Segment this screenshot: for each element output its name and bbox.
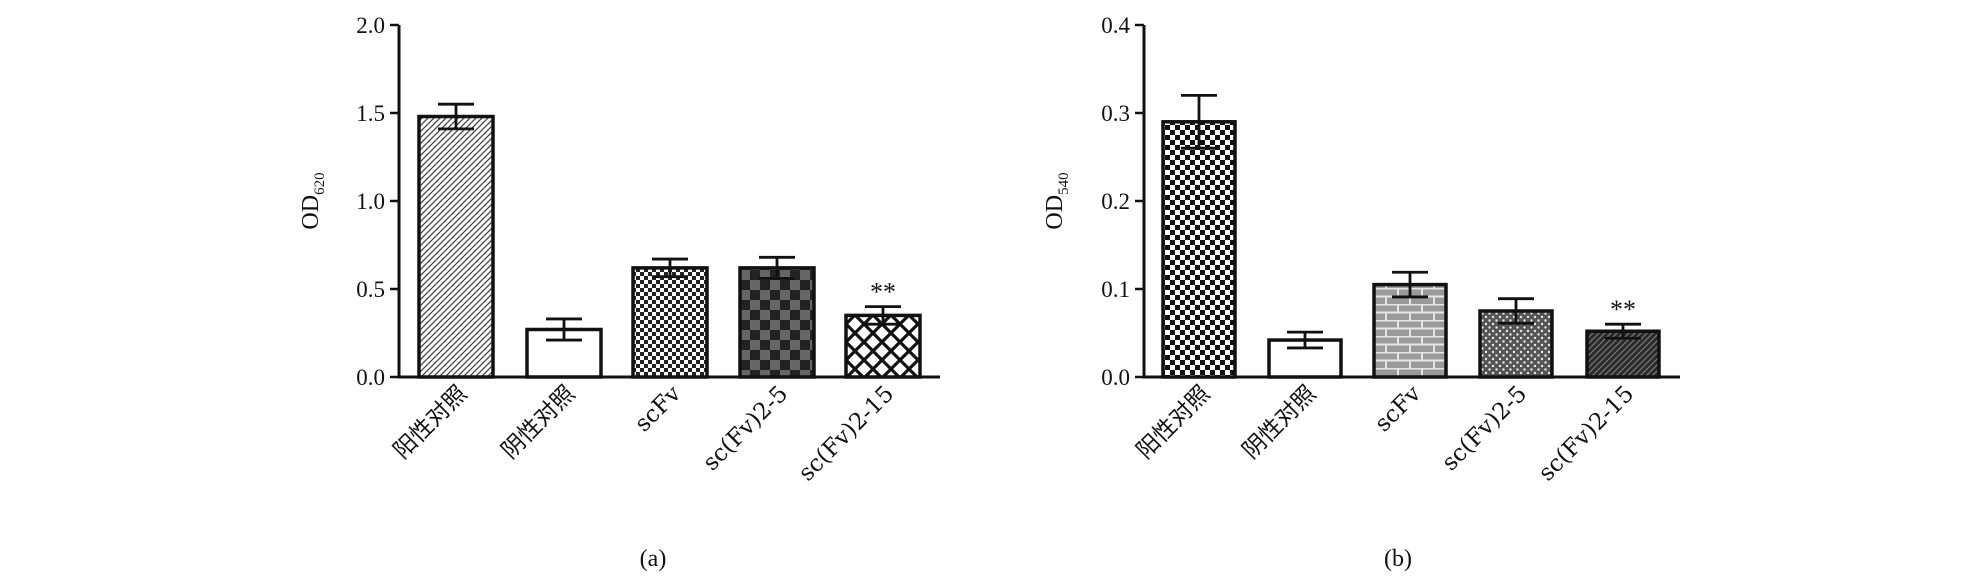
y-axis-label-main: OD bbox=[1042, 195, 1068, 230]
y-tick-label: 2.0 bbox=[356, 13, 385, 38]
x-tick-label: 阴性对照 bbox=[1238, 381, 1321, 464]
y-tick-label: 1.0 bbox=[356, 189, 385, 214]
x-tick-label: sc(Fv)2-15 bbox=[794, 381, 900, 487]
significance-label: ** bbox=[1610, 295, 1636, 324]
panel-caption: (b) bbox=[1384, 546, 1412, 572]
x-tick-label: scFv bbox=[1370, 381, 1426, 437]
y-tick-label: 0.3 bbox=[1101, 101, 1130, 126]
y-tick-label: 0.0 bbox=[356, 365, 385, 390]
y-tick-label: 0.4 bbox=[1101, 13, 1130, 38]
y-axis-label: OD540 bbox=[1042, 172, 1072, 229]
y-axis-label: OD620 bbox=[298, 172, 328, 229]
bar bbox=[417, 114, 495, 379]
x-tick-label: sc(Fv)2-15 bbox=[1534, 381, 1640, 487]
bar bbox=[1161, 120, 1237, 379]
y-tick-label: 0.2 bbox=[1101, 189, 1130, 214]
x-tick-label: 阴性对照 bbox=[497, 381, 580, 464]
x-tick-label: sc(Fv)2-5 bbox=[698, 381, 793, 476]
bar bbox=[844, 313, 922, 379]
significance-label: ** bbox=[870, 278, 896, 307]
bar bbox=[738, 266, 816, 379]
x-tick-label: 阳性对照 bbox=[389, 381, 472, 464]
bar bbox=[631, 266, 709, 379]
y-tick-label: 0.1 bbox=[1101, 277, 1130, 302]
x-tick-label: 阳性对照 bbox=[1132, 381, 1215, 464]
y-tick-label: 0.5 bbox=[356, 277, 385, 302]
x-tick-label: sc(Fv)2-5 bbox=[1437, 381, 1532, 476]
y-axis-label-sub: 540 bbox=[1056, 172, 1072, 195]
y-axis-label-sub: 620 bbox=[312, 172, 328, 195]
y-tick-label: 1.5 bbox=[356, 101, 385, 126]
panel-caption: (a) bbox=[640, 546, 667, 572]
y-axis-label-main: OD bbox=[298, 195, 324, 230]
x-tick-label: scFv bbox=[630, 381, 686, 437]
y-tick-label: 0.0 bbox=[1101, 365, 1130, 390]
bar bbox=[1372, 282, 1448, 379]
